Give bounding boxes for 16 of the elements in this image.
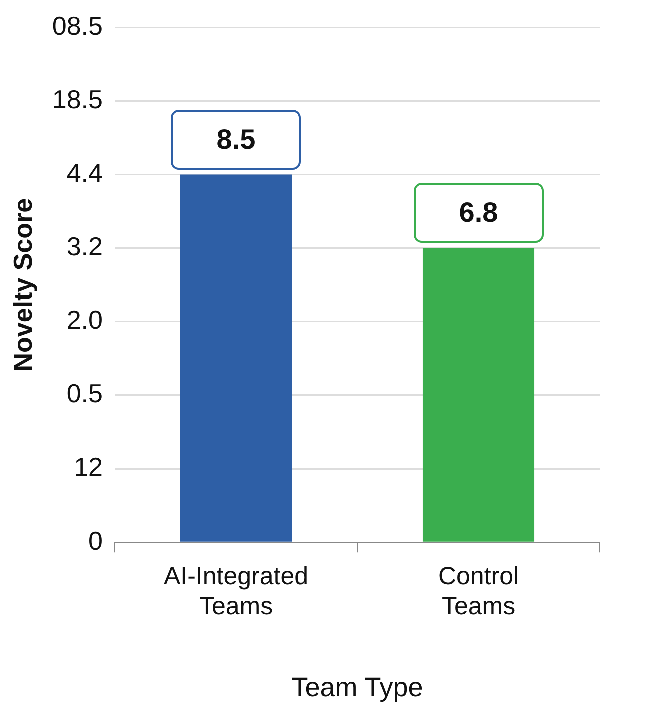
text: 0.5 — [66, 378, 103, 409]
data-label: 8.5 — [216, 124, 256, 156]
text: 18.5 — [52, 84, 103, 114]
y-axis-title: Novelty Score — [8, 198, 38, 372]
x-axis-title: Team Type — [292, 672, 424, 702]
text: 2.0 — [66, 305, 103, 336]
text: 0 — [88, 526, 103, 556]
data-label: 6.8 — [459, 197, 498, 230]
text: 08.5 — [52, 10, 103, 41]
callout-box: 8.5 — [171, 110, 302, 170]
text: 4.4 — [66, 158, 103, 188]
text: 3.2 — [66, 231, 103, 262]
x-tick-label: AI-Integrated Teams — [164, 562, 309, 620]
x-tick-label: Control Teams — [438, 562, 520, 620]
text: 12 — [74, 452, 103, 482]
callout-box: 6.8 — [414, 183, 544, 244]
